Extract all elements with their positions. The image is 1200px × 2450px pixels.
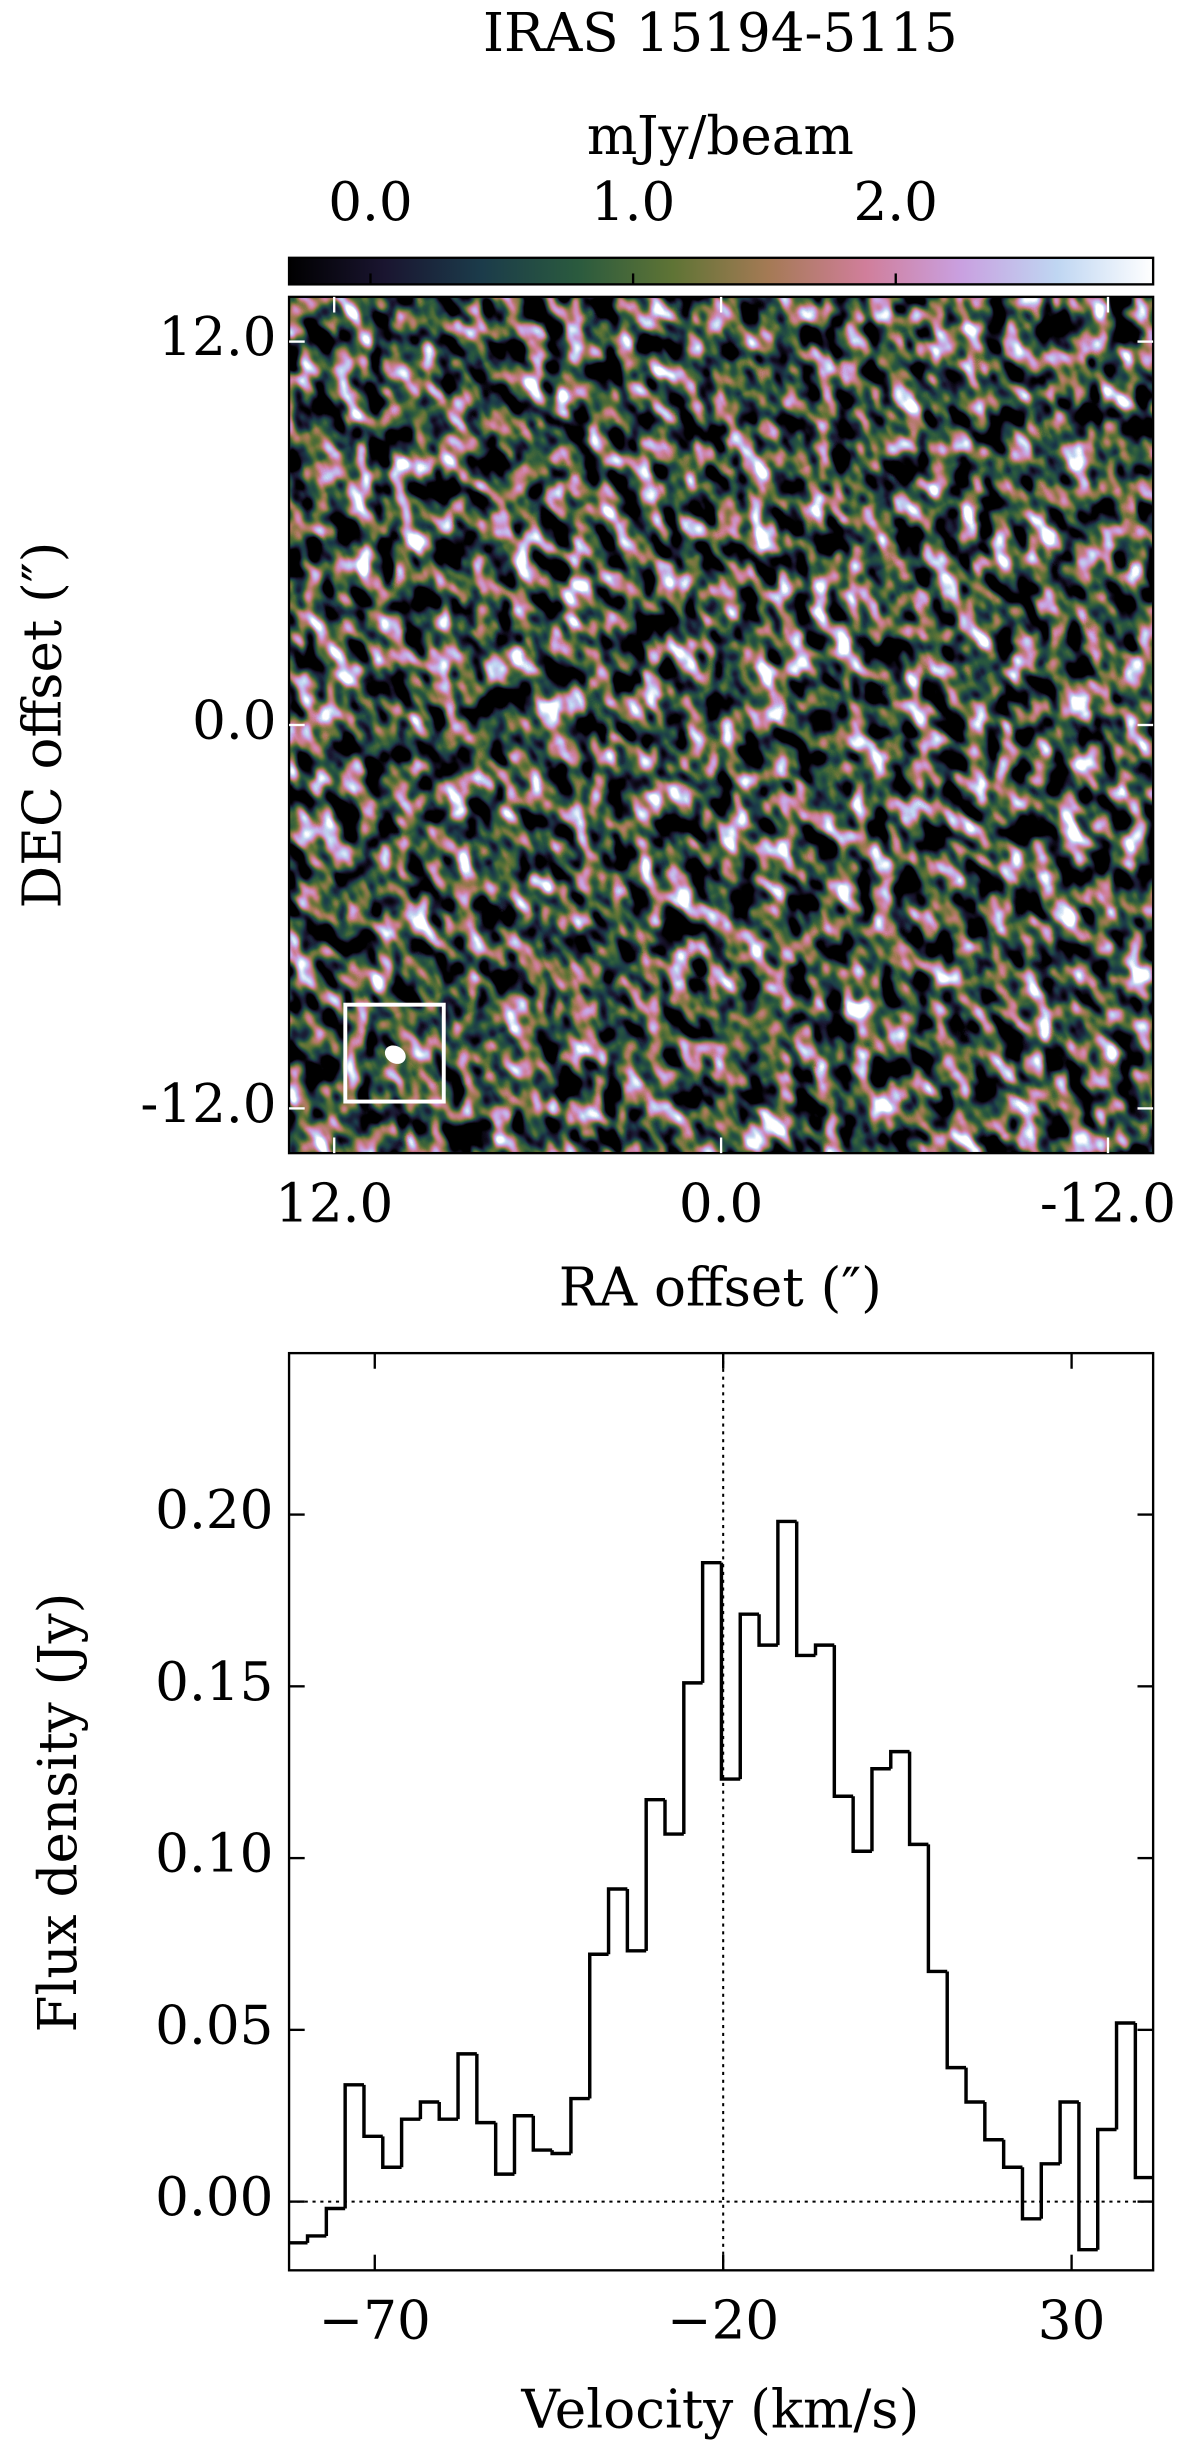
step [945,1971,967,2070]
x-tick-label: -12.0 [1040,1172,1176,1234]
step [437,2101,459,2121]
step [418,2100,440,2120]
step [550,2150,571,2156]
x-tick-label: 30 [1038,2289,1106,2351]
step [456,2052,477,2120]
step [757,1614,778,1647]
step [588,1952,609,2099]
chart-title: IRAS 15194-5115 [483,2,958,64]
y-tick-label: 0.20 [155,1479,273,1541]
step [794,1521,816,1658]
step [1001,2139,1023,2169]
step [343,2083,364,2209]
colorbar-tick-label: 0.0 [328,171,412,233]
x-axis-label: RA offset (″) [559,1257,882,1319]
step [1020,2167,1042,2221]
y-tick-label: -12.0 [140,1073,276,1135]
step [512,2114,534,2175]
x-tick-label: −70 [319,2289,431,2351]
spectrum [289,1519,1154,2252]
beam [384,1045,406,1064]
step [870,1767,891,1852]
step [362,2084,383,2139]
x-tick-label: −20 [667,2289,779,2351]
x-axis-label: Velocity (km/s) [520,2379,919,2441]
step [964,2067,985,2104]
beam-box [343,1002,446,1104]
step [719,1562,741,1781]
y-tick-label: 0.05 [155,1994,273,2056]
y-tick-label: 0.0 [192,690,276,752]
x-tick-label: 12.0 [275,1172,393,1234]
step [1058,2100,1079,2164]
step [493,2122,515,2176]
step [644,1797,665,1951]
y-axis-label: Flux density (Jy) [27,1593,89,2033]
step [381,2136,402,2169]
step [851,1796,872,1853]
step [531,2115,553,2152]
y-tick-label: 0.15 [155,1651,273,1713]
step [776,1519,797,1646]
step [832,1645,854,1798]
step [738,1612,760,1780]
step [663,1799,684,1836]
step [700,1560,722,1683]
colorbar-tick-label: 2.0 [854,171,938,233]
y-tick-label: 0.00 [155,2166,273,2228]
step [1114,2021,1136,2130]
step [889,1749,910,1769]
step [907,1751,929,1847]
axes-frame [287,1351,1155,2272]
y-tick-label: 12.0 [158,306,276,368]
step [305,2234,327,2243]
step [324,2206,346,2236]
step [399,2117,421,2168]
step [1039,2162,1061,2219]
y-axis-label: DEC offset (″) [11,542,73,909]
step [606,1887,628,1955]
colorbar-tick-label: 1.0 [591,171,675,233]
step [926,1844,948,1974]
step [1077,2101,1098,2252]
colorbar [287,256,1155,286]
colorbar-label: mJy/beam [587,105,854,167]
step [983,2101,1004,2142]
y-tick-label: 0.10 [155,1823,273,1885]
map-image [289,296,1154,1154]
step [569,2096,590,2154]
step [625,1889,647,1953]
step [682,1681,703,1835]
step [1096,2127,1117,2250]
x-tick-label: 0.0 [679,1172,763,1234]
step [1133,2022,1154,2180]
step [813,1643,835,1656]
step [475,2053,496,2125]
